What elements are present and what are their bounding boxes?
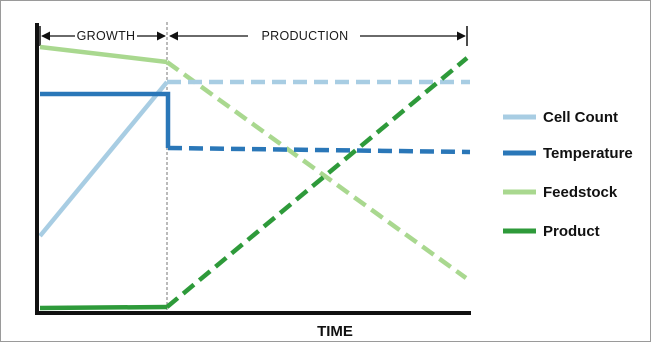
feedstock-growth-line: [39, 44, 168, 65]
temperature-growth-line: [40, 91, 171, 148]
legend: Cell Count Temperature Feedstock Product: [503, 109, 633, 240]
product-growth-line: [39, 304, 168, 311]
growth-phase-label: GROWTH: [77, 29, 136, 43]
production-phase-label: PRODUCTION: [261, 29, 348, 43]
legend-label-feedstock: Feedstock: [543, 184, 618, 201]
legend-label-product: Product: [543, 223, 600, 240]
cell-count-growth-line: [38, 80, 169, 238]
temperature-production-line: [167, 145, 471, 155]
legend-label-temperature: Temperature: [543, 145, 633, 162]
feedstock-production-line: [165, 60, 468, 280]
x-axis-label: TIME: [317, 323, 353, 340]
legend-label-cell-count: Cell Count: [543, 109, 618, 126]
product-production-line: [165, 56, 469, 309]
